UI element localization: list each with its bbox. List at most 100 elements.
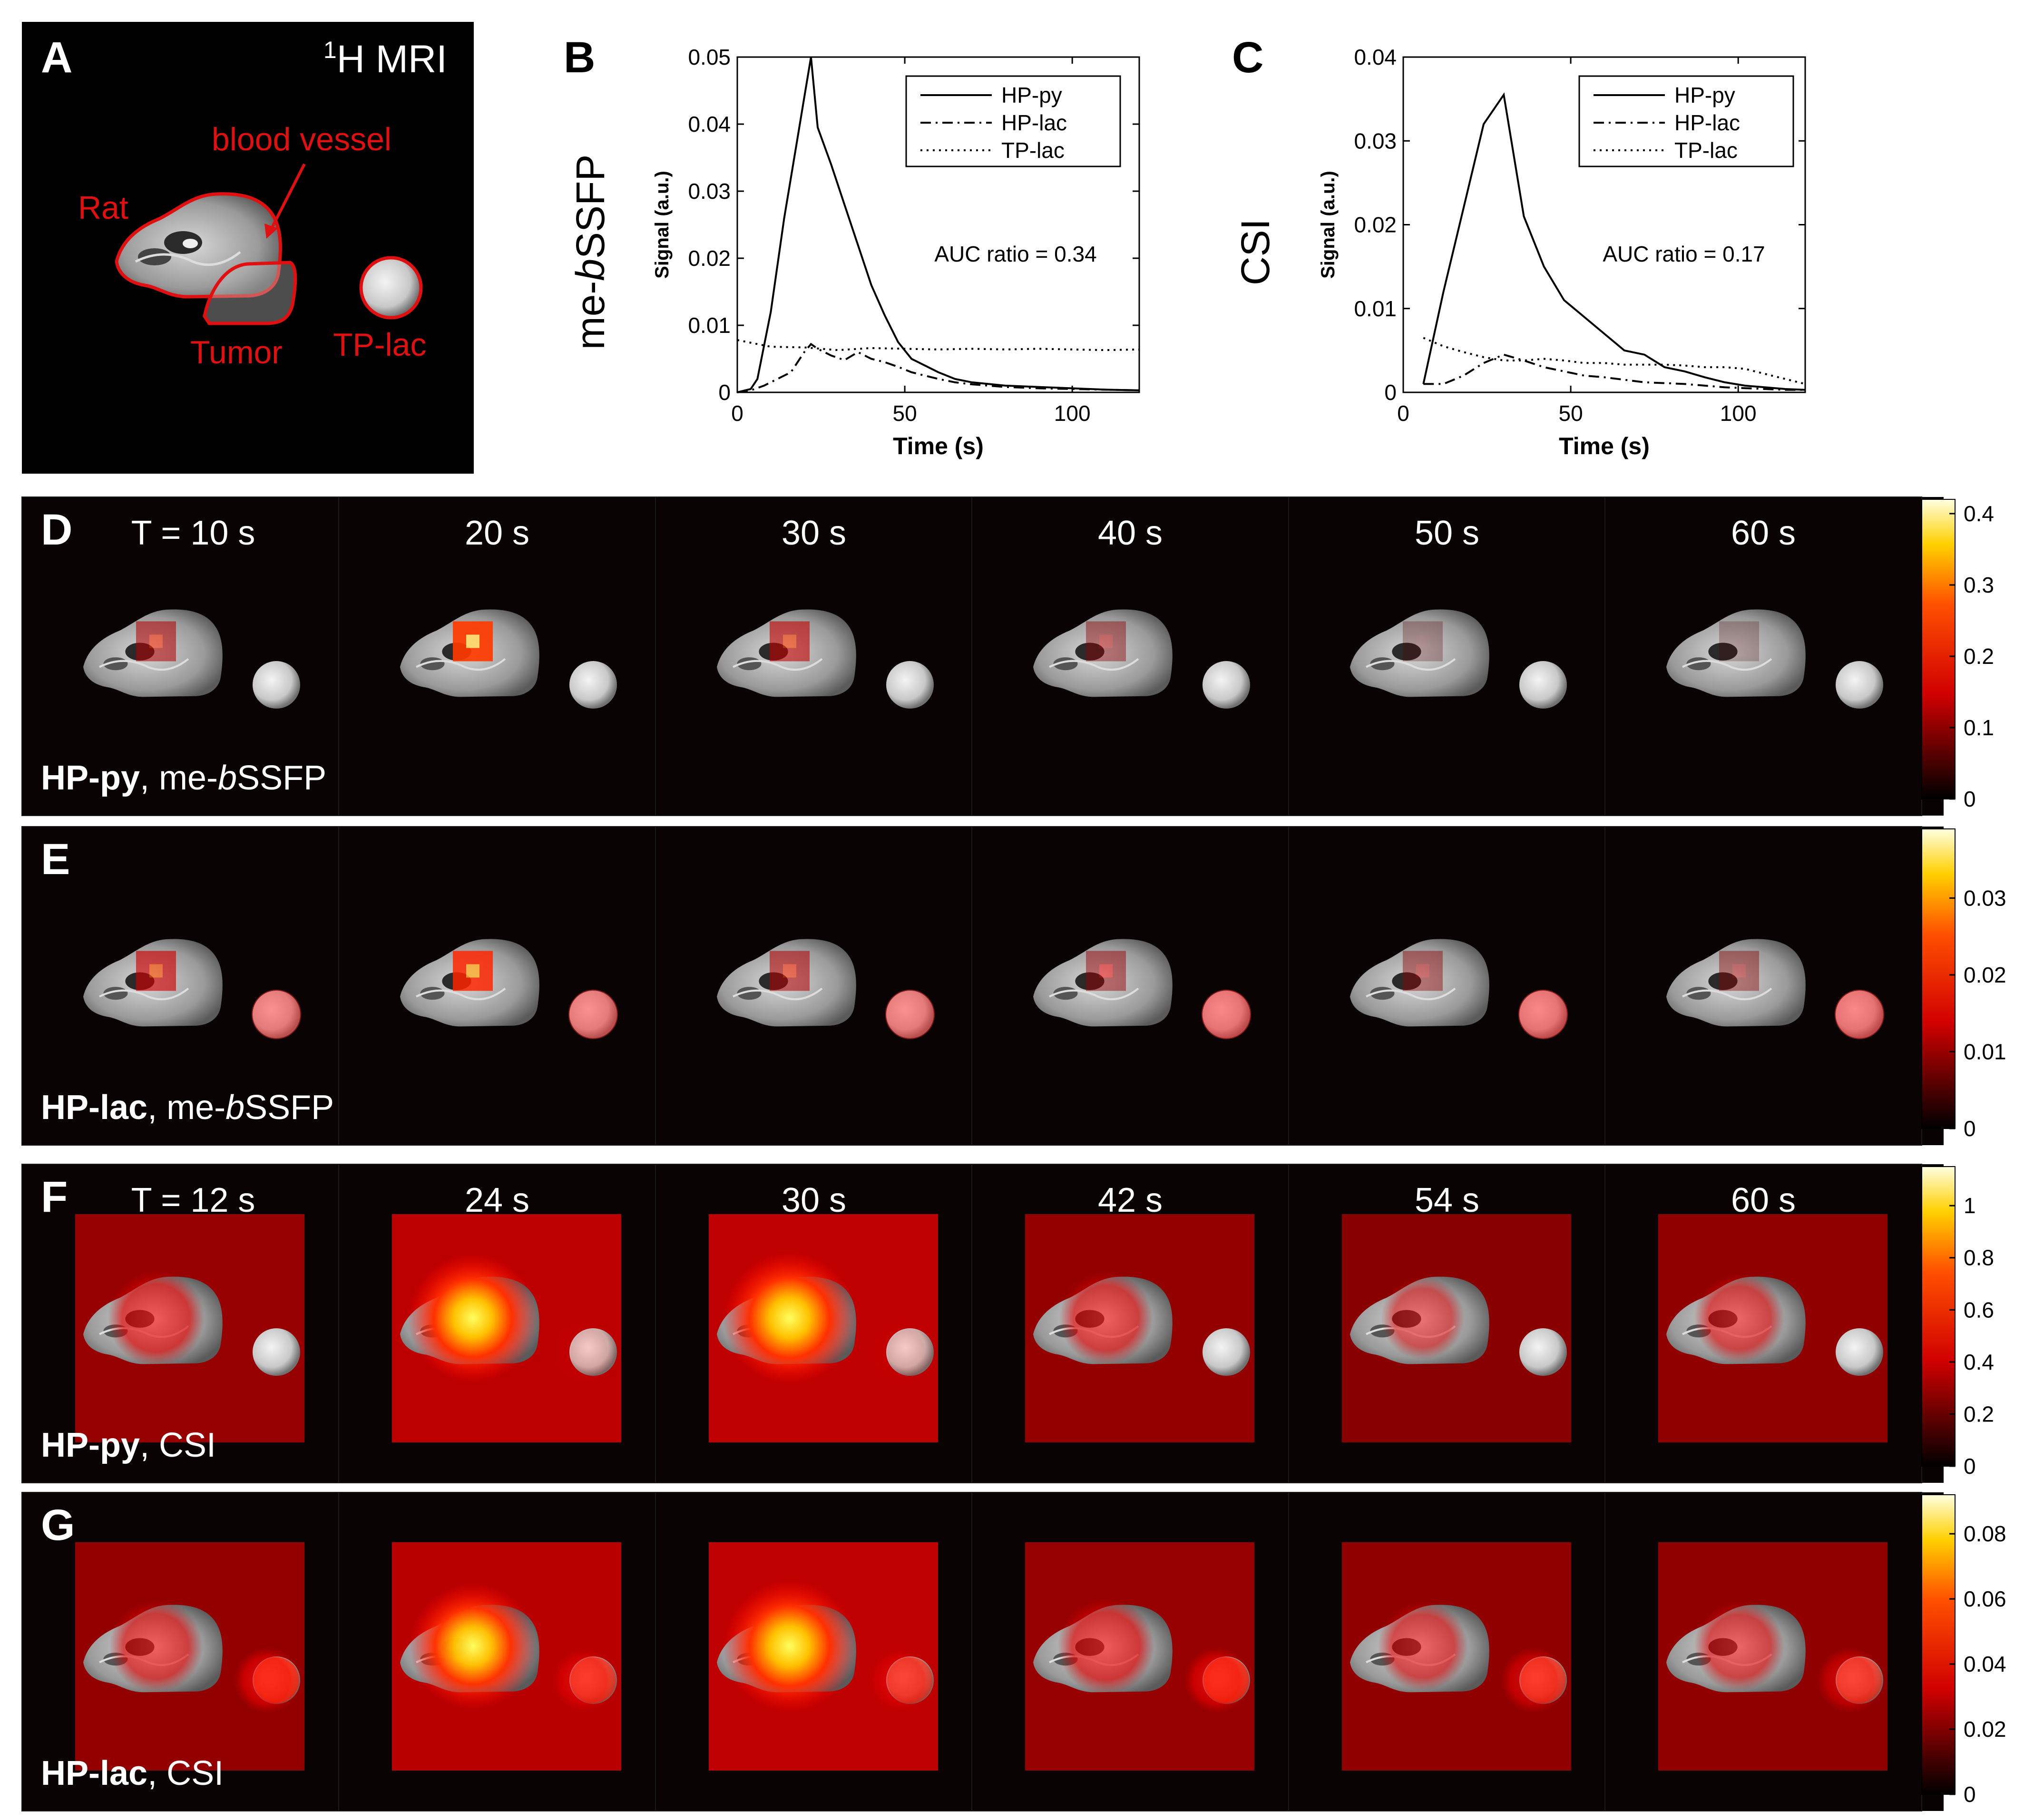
colorbar-tick-label: 0.2 [1964, 1401, 1994, 1426]
panel-a-title-sup: 1 [323, 37, 337, 63]
image-frame: 60 s [1604, 496, 1922, 816]
signal-pixel [1719, 977, 1732, 991]
rat-feature [99, 987, 189, 1001]
row-caption: HP-lac, me-bSSFP [41, 1089, 334, 1127]
signal-pixel [149, 977, 163, 991]
panel-c: C CSI 0 50 100 0 0.01 0.02 0.03 0.04 Time (s) Sig… [1232, 33, 1806, 459]
y-tick-label: 0.01 [1354, 296, 1397, 321]
rat-image [1666, 609, 1806, 697]
image-frame [1288, 826, 1606, 1146]
signal-pixel [1403, 951, 1416, 964]
signal-pixel [783, 951, 796, 964]
colorbar-tick-label: 1 [1964, 1193, 1976, 1218]
signal-pixel [770, 964, 783, 978]
rat-image [1033, 939, 1173, 1027]
signal-pixel [1429, 977, 1443, 991]
caption-metabolite: HP-py [41, 759, 140, 797]
caption-method: , me- [140, 759, 218, 797]
signal-pixel [1416, 951, 1429, 964]
signal-pixel [1416, 964, 1429, 978]
signal-blob [1719, 951, 1759, 991]
label-tp-lac: TP-lac [333, 327, 426, 363]
signal-blob [453, 951, 493, 991]
signal-pixel [1416, 648, 1429, 662]
colorbar-tick-label: 0 [1964, 1454, 1976, 1479]
signal-pixel [479, 951, 493, 964]
caption-method: , CSI [140, 1426, 216, 1464]
colorbar-tick-label: 0.01 [1964, 1039, 2006, 1064]
colorbar-tick-label: 0.02 [1964, 963, 2006, 987]
phantom [1203, 661, 1250, 709]
caption-metabolite: HP-py [41, 1426, 140, 1464]
colorbar-tick-label: 0.06 [1964, 1586, 2006, 1611]
signal-pixel [1732, 648, 1746, 662]
series-line-hp-py [737, 57, 1140, 393]
signal-pixel [1113, 977, 1126, 991]
image-row-f: T = 12 s 24 s 30 s 42 s 54 s 60 s F HP-py, CSI 0… [21, 1164, 1994, 1483]
signal-pixel [1732, 951, 1746, 964]
panel-a-letter: A [41, 33, 72, 82]
phantom [1836, 661, 1883, 709]
phantom-signal [887, 1657, 933, 1703]
image-row-e: E HP-lac, me-bSSFP 0 0.01 0.02 0.03 [21, 826, 2006, 1146]
signal-pixel [783, 648, 796, 662]
signal-pixel [1719, 621, 1732, 635]
signal-blob [136, 621, 176, 662]
time-label: 40 s [1098, 514, 1163, 552]
x-tick-label: 50 [1558, 401, 1583, 426]
phantom-signal [254, 1657, 299, 1703]
image-frame: 24 s [338, 1164, 656, 1483]
colorbar-tick-label: 0.04 [1964, 1652, 2006, 1676]
tp-lac-phantom [359, 256, 423, 320]
x-tick-label: 0 [731, 401, 743, 426]
legend-label: HP-py [1001, 83, 1062, 107]
legend-box [905, 75, 1121, 167]
row-letter: G [41, 1501, 75, 1549]
signal-blob [1086, 621, 1126, 662]
time-label: 24 s [465, 1181, 529, 1219]
caption-metabolite: HP-lac [41, 1089, 147, 1127]
signal-pixel [1746, 977, 1759, 991]
y-tick-label: 0.01 [688, 313, 731, 338]
y-tick-label: 0.02 [688, 246, 731, 271]
phantom [1519, 1328, 1567, 1376]
phantom-signal [570, 1329, 616, 1375]
signal-pixel [1429, 951, 1443, 964]
signal-blob [410, 1583, 536, 1710]
x-tick-label: 100 [1720, 401, 1757, 426]
panel-a: A 1H MRI Rat blood vessel Tumor TP-lac [22, 22, 474, 474]
signal-pixel [136, 964, 149, 978]
panel-b: B me-bSSFP 0 50 100 0 0.01 0.02 0.03 0.04 0.05 Ti… [564, 33, 1140, 459]
phantom-signal [1202, 990, 1251, 1039]
blood-vessel-arrowhead [264, 224, 278, 239]
signal-pixel [1732, 964, 1746, 978]
phantom [253, 1328, 300, 1376]
image-frame [971, 826, 1289, 1146]
rat-image [117, 194, 280, 297]
caption-method-suffix: SSFP [244, 1089, 334, 1127]
signal-pixel [1113, 964, 1126, 978]
signal-pixel [1086, 977, 1099, 991]
image-frame: 42 s [971, 1164, 1289, 1483]
panel-c-side-label: CSI [1233, 219, 1278, 285]
rat-feature [1366, 987, 1456, 1001]
image-row-d: T = 10 s 20 s 30 s 40 s 50 s 60 s D HP-py, me-b… [21, 496, 1994, 816]
signal-pixel [1429, 648, 1443, 662]
signal-pixel [1113, 634, 1126, 648]
phantom [569, 661, 617, 709]
y-tick-label: 0.02 [1354, 213, 1397, 237]
rat-feature [1392, 642, 1421, 661]
phantom-signal [887, 1329, 933, 1375]
rat-feature [1682, 658, 1772, 671]
signal-pixel [1719, 964, 1732, 978]
row-caption: HP-py, me-bSSFP [41, 759, 326, 797]
signal-pixel [466, 648, 479, 662]
signal-pixel [1086, 648, 1099, 662]
colorbar-tick-label: 0.8 [1964, 1246, 1994, 1270]
signal-pixel [466, 964, 479, 978]
rat-image [1666, 939, 1806, 1027]
image-frame: T = 12 s [21, 1164, 339, 1483]
signal-pixel [1403, 977, 1416, 991]
signal-pixel [1746, 621, 1759, 635]
signal-pixel [466, 977, 479, 991]
